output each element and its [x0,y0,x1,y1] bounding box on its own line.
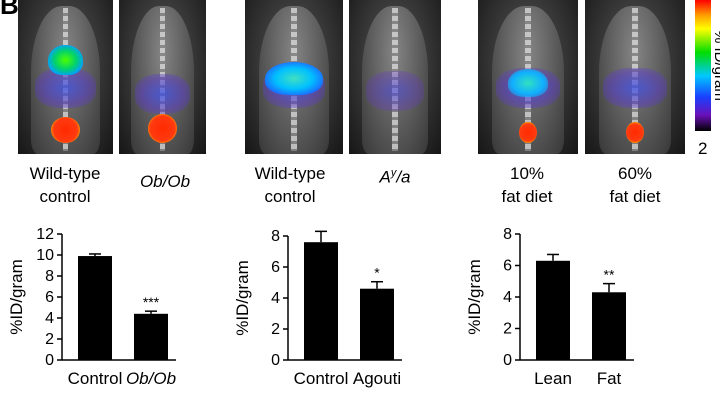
caption-60pct-fat: 60% fat diet [609,164,661,206]
y-axis-label: %ID/gram [233,260,252,336]
y-tick-label: 8 [271,228,280,245]
pet-ct-image-60pct-fat [585,0,685,154]
y-tick-label: 8 [45,268,54,285]
y-tick-label: 6 [503,258,512,275]
caption-10pct-fat: 10% fat diet [501,164,553,206]
panel-letter: B [0,0,19,20]
colorbar-label: % ID/gram [711,30,720,101]
caption-ob-ob: Ob/Ob [139,172,191,191]
caption-agouti: Ay/a [379,167,411,187]
bar-chart-ob-ob: 0 2 4 6 8 10 12 %ID/gram Control *** Ob/Ob [7,226,176,388]
x-category-label: Ob/Ob [126,369,176,388]
x-category-label: Control [68,369,123,388]
pet-ct-image-wild-type-2 [245,0,343,154]
y-tick-label: 0 [503,352,512,369]
y-tick-label: 4 [271,290,280,307]
y-axis-label: %ID/gram [7,259,26,335]
y-tick-label: 2 [45,331,54,348]
y-axis-label: %ID/gram [465,259,484,335]
y-tick-label: 0 [271,352,280,369]
x-category-label: Control [294,369,349,388]
y-tick-label: 12 [36,226,54,243]
bar [304,242,338,360]
y-tick-label: 10 [36,247,54,264]
bar [78,256,112,360]
y-tick-label: 2 [271,321,280,338]
significance-label: *** [143,294,160,310]
y-tick-label: 0 [45,352,54,369]
bar [360,288,394,360]
x-category-label: Fat [597,369,622,388]
caption-wild-type-1: Wild-type control [29,164,101,206]
bar [536,260,570,360]
y-tick-label: 4 [503,289,512,306]
bar-chart-diet: 0 2 4 6 8 %ID/gram Lean ** Fat [465,226,634,388]
colorbar-min-label: 2 [698,139,708,158]
colorbar [695,0,711,131]
caption-wild-type-2: Wild-type control [254,164,326,206]
pet-ct-image-agouti [349,0,441,154]
y-tick-label: 2 [503,321,512,338]
y-tick-label: 8 [503,226,512,243]
significance-label: ** [604,267,615,283]
y-tick-label: 6 [271,259,280,276]
x-category-label: Lean [534,369,572,388]
bar [134,313,168,360]
pet-ct-image-wild-type-1 [18,0,113,154]
significance-label: * [374,265,380,281]
bar [592,292,626,360]
pet-ct-image-10pct-fat [478,0,578,154]
x-category-label: Agouti [353,369,401,388]
bar-chart-agouti: 0 2 4 6 8 %ID/gram Control * Agouti [233,228,402,388]
y-tick-label: 6 [45,289,54,306]
y-tick-label: 4 [45,310,54,327]
pet-ct-image-ob-ob [119,0,206,154]
